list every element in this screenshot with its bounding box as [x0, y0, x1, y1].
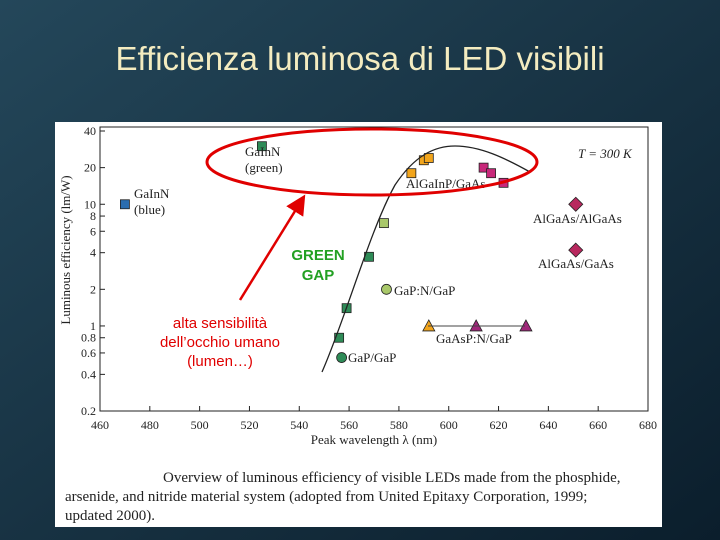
label-line: (blue) — [134, 202, 165, 217]
overlay: GREEN GAP alta sensibilità dell’occhio uman… — [160, 247, 345, 370]
marker — [469, 319, 483, 332]
marker — [120, 199, 130, 210]
marker — [478, 162, 489, 173]
series-label: AlGaInP/GaAs — [406, 176, 485, 191]
note: (lumen…) — [187, 353, 253, 370]
marker — [422, 319, 436, 332]
marker — [568, 196, 584, 212]
chart-panel — [55, 122, 662, 527]
x-tick-label: 520 — [240, 418, 258, 432]
marker — [519, 319, 533, 332]
x-tick-label: 600 — [440, 418, 458, 432]
y-tick-label: 0.2 — [81, 404, 96, 418]
x-tick-label: 500 — [191, 418, 209, 432]
marker — [379, 218, 389, 229]
label-line: GaInN — [134, 186, 170, 201]
marker — [486, 168, 496, 179]
note: alta sensibilità — [173, 315, 268, 332]
marker — [406, 168, 417, 179]
series-label: GaAsP:N/GaP — [436, 331, 512, 346]
series-label: GaP:N/GaP — [394, 283, 455, 298]
y-tick-label: 40 — [84, 124, 96, 138]
highlight-ellipse — [205, 127, 539, 197]
y-tick-label: 2 — [90, 282, 96, 296]
plot-frame — [99, 126, 649, 412]
arrow — [238, 194, 306, 301]
y-tick-label: 1 — [90, 319, 96, 333]
x-tick-label: 480 — [141, 418, 159, 432]
x-tick-label: 640 — [539, 418, 557, 432]
annotation: T = 300 K — [578, 146, 633, 161]
green-gap-label: GREEN — [291, 247, 344, 264]
caption: arsenide, and nitride material system (a… — [65, 489, 587, 505]
label-line: (green) — [245, 160, 283, 175]
series-label: GaInN (blue) — [134, 186, 170, 217]
x-tick-label: 460 — [91, 418, 109, 432]
marker — [423, 153, 434, 163]
y-tick-label: 0.4 — [81, 367, 96, 381]
green-gap-label: GAP — [302, 267, 335, 284]
x-tick-label: 540 — [290, 418, 308, 432]
y-tick-label: 0.6 — [81, 346, 96, 360]
marker — [334, 332, 345, 343]
eye-curve — [321, 145, 531, 373]
x-tick-label: 660 — [589, 418, 607, 432]
note: dell’occhio umano — [160, 334, 280, 351]
caption: updated 2000). — [65, 508, 155, 524]
marker — [381, 283, 392, 295]
marker — [336, 352, 348, 363]
series-label: GaInN (green) — [245, 144, 283, 175]
y-tick-label: 20 — [84, 161, 96, 175]
y-tick-label: 6 — [90, 224, 96, 238]
x-tick-label: 580 — [390, 418, 408, 432]
label-line: GaInN — [245, 144, 281, 159]
y-tick-label: 0.8 — [81, 331, 96, 345]
y-axis-label: Luminous efficiency (lm/W) — [58, 175, 73, 324]
x-axis-label: Peak wavelength λ (nm) — [311, 432, 438, 447]
x-tick-label: 620 — [490, 418, 508, 432]
y-tick-label: 4 — [90, 246, 96, 260]
caption: Overview of luminous efficiency of visib… — [163, 470, 621, 486]
x-tick-label: 560 — [340, 418, 358, 432]
series-label: GaP/GaP — [348, 350, 396, 365]
series-label: AlGaAs/AlGaAs — [533, 211, 622, 226]
x-tick-label: 680 — [639, 418, 657, 432]
y-tick-label: 8 — [90, 209, 96, 223]
slide-title: Efficienza luminosa di LED visibili — [115, 40, 604, 77]
series-label: AlGaAs/GaAs — [538, 256, 614, 271]
marker — [568, 242, 584, 258]
marker — [257, 141, 267, 152]
y-tick-label: 10 — [84, 197, 96, 211]
